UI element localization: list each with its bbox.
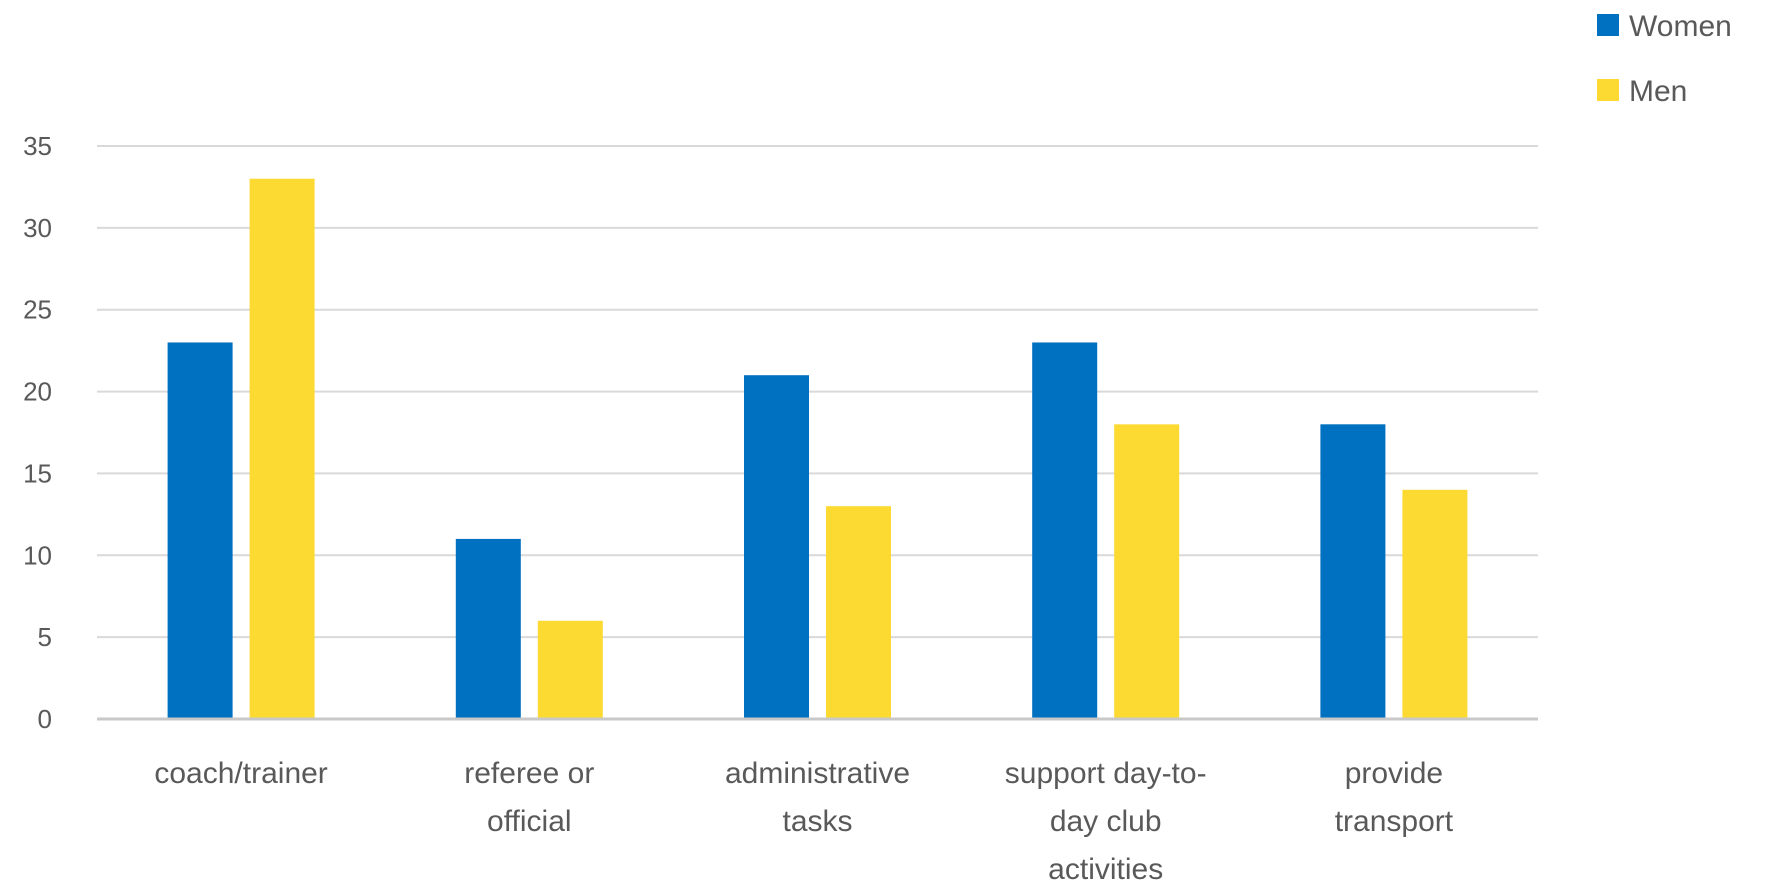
legend: Women Men: [1597, 10, 1732, 108]
x-category-label-line: official: [487, 805, 572, 838]
x-category-label-line: provide: [1345, 757, 1443, 790]
bars: [167, 178, 1468, 719]
bar-women: [1320, 424, 1386, 719]
bar-men: [537, 620, 603, 719]
x-category-label: support day-to-day club activities: [1005, 757, 1207, 884]
y-tick-label: 0: [38, 704, 52, 734]
bar-women: [1032, 342, 1098, 719]
x-category-label-line: transport: [1335, 805, 1454, 838]
bar-men: [1402, 489, 1468, 719]
legend-label-women: Women: [1629, 10, 1732, 43]
y-tick-label: 30: [23, 213, 52, 243]
legend-label-men: Men: [1629, 75, 1687, 108]
y-tick-label: 5: [38, 622, 52, 652]
x-category-label: referee or official: [464, 757, 594, 838]
bar-women: [167, 342, 233, 719]
x-category-label: provide transport: [1335, 757, 1454, 838]
y-tick-label: 25: [23, 295, 52, 325]
x-category-label: administrative tasks: [725, 757, 910, 838]
x-category-label-line: referee or: [464, 757, 594, 790]
y-tick-label: 15: [23, 458, 52, 488]
bar-men: [249, 178, 315, 719]
x-category-label-line: support day-to-: [1005, 757, 1207, 790]
x-category-label-line: tasks: [782, 805, 852, 838]
y-tick-label: 10: [23, 540, 52, 570]
bar-women: [744, 375, 809, 719]
x-category-label-line: day club: [1050, 805, 1162, 838]
gridlines: [97, 145, 1538, 639]
bar-men: [826, 506, 891, 719]
bar-women: [455, 538, 521, 719]
x-category-label-line: administrative: [725, 757, 910, 790]
x-axis-categories: coach/trainer referee or official administr…: [154, 757, 1453, 884]
legend-swatch-women: [1597, 14, 1619, 36]
y-axis-ticks: 0 5 10 15 20 25 30 35: [23, 131, 52, 734]
legend-swatch-men: [1597, 79, 1619, 101]
x-category-label: coach/trainer: [154, 757, 327, 790]
y-tick-label: 20: [23, 377, 52, 407]
x-category-label-line: coach/trainer: [154, 757, 327, 790]
bar-men: [1114, 424, 1180, 719]
y-tick-label: 35: [23, 131, 52, 161]
x-category-label-line: activities: [1048, 853, 1163, 884]
